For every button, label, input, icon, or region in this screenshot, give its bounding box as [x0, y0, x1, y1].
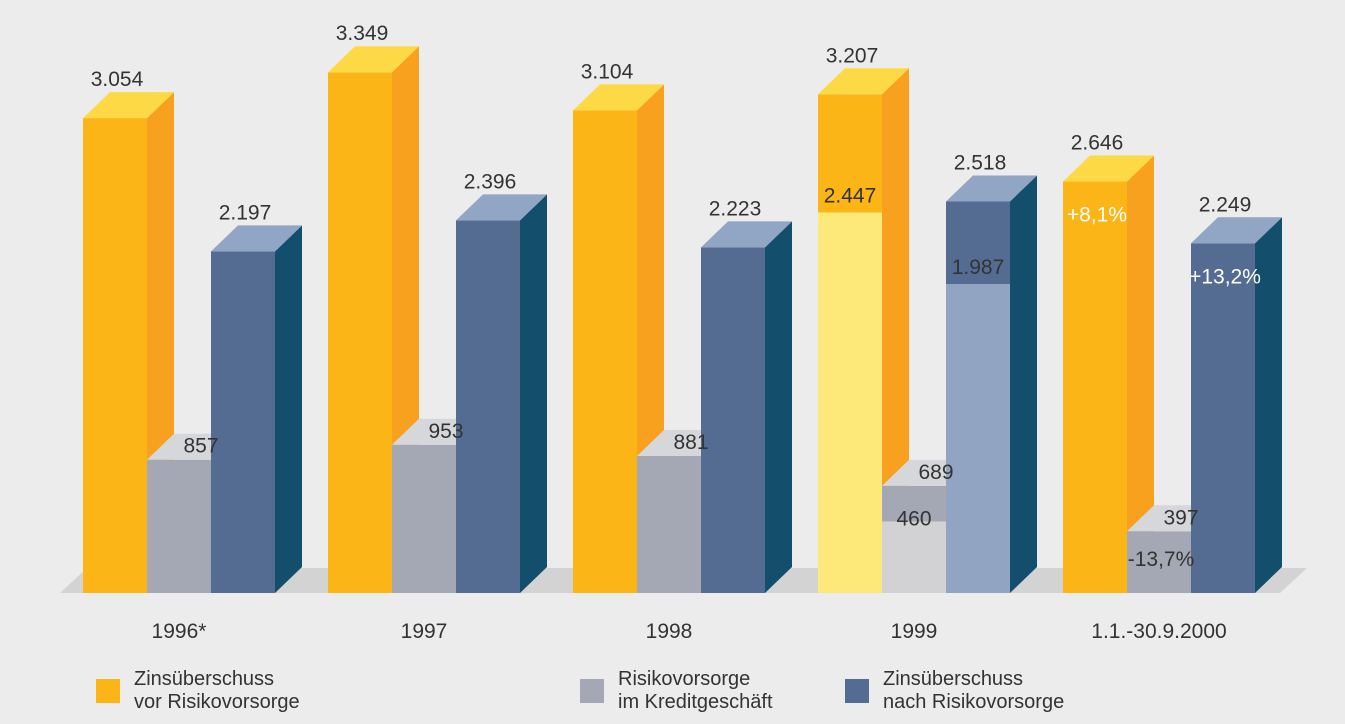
value-label: 2.518	[954, 151, 1007, 174]
bar	[701, 247, 765, 594]
bar-side	[882, 68, 909, 593]
comparison-label: 1.987	[952, 256, 1005, 279]
legend-item: Zinsüberschuss nach Risikovorsorge	[845, 668, 1064, 714]
bar-top	[946, 175, 1037, 202]
value-label: 689	[918, 461, 953, 484]
legend-item: Zinsüberschuss vor Risikovorsorge	[96, 668, 300, 714]
bar-side	[275, 225, 302, 593]
legend-item: Risikovorsorge im Kreditgeschäft	[580, 668, 773, 714]
value-label: 2.646	[1071, 132, 1124, 155]
legend-label: Zinsüberschuss vor Risikovorsorge	[134, 668, 300, 713]
value-label: 881	[673, 431, 708, 454]
bar-side	[1127, 155, 1154, 593]
x-tick-label: 1998	[646, 620, 693, 643]
change-label: -13,7%	[1128, 548, 1195, 571]
comparison-bar	[946, 284, 1010, 593]
legend-label: Risikovorsorge im Kreditgeschäft	[618, 668, 773, 713]
bar	[1191, 243, 1255, 593]
bar-top	[1191, 217, 1282, 244]
x-tick-label: 1996*	[152, 620, 207, 643]
bar	[392, 444, 456, 593]
value-label: 2.249	[1199, 193, 1252, 216]
bar-side	[1010, 175, 1037, 594]
bar	[211, 251, 275, 593]
change-label: +8,1%	[1067, 204, 1127, 227]
bar-top	[83, 92, 174, 119]
value-label: 3.349	[336, 22, 389, 45]
x-tick-label: 1997	[401, 620, 448, 643]
value-label: 2.223	[709, 197, 762, 220]
value-label: 3.054	[91, 68, 144, 91]
value-label: 3.104	[581, 60, 634, 83]
comparison-label: 460	[896, 507, 931, 530]
comparison-bar	[882, 521, 946, 593]
value-label: 857	[183, 435, 218, 458]
bar	[1127, 531, 1191, 593]
bar-top	[818, 68, 909, 95]
value-label: 2.197	[219, 201, 272, 224]
bar-side	[520, 194, 547, 593]
x-tick-label: 1.1.-30.9.2000	[1091, 620, 1226, 643]
value-label: 397	[1163, 506, 1198, 529]
legend-swatch	[845, 679, 869, 703]
comparison-bar	[818, 212, 882, 593]
bar-side	[1255, 217, 1282, 593]
bar-top	[328, 46, 419, 73]
value-label: 953	[428, 420, 463, 443]
bar	[637, 456, 701, 593]
comparison-label: 2.447	[824, 184, 877, 207]
legend-swatch	[96, 679, 120, 703]
bar-top	[211, 225, 302, 252]
bar-top	[1063, 155, 1154, 182]
legend-label: Zinsüberschuss nach Risikovorsorge	[883, 668, 1065, 713]
bar	[1063, 181, 1127, 593]
bar-top	[701, 221, 792, 248]
bar-side	[765, 221, 792, 594]
legend-swatch	[580, 679, 604, 703]
bar	[328, 72, 392, 594]
bar	[83, 118, 147, 593]
bar-top	[456, 194, 547, 221]
bar	[573, 110, 637, 593]
bar	[456, 220, 520, 593]
x-tick-label: 1999	[891, 620, 938, 643]
value-label: 2.396	[464, 170, 517, 193]
bar-top	[573, 84, 664, 111]
change-label: +13,2%	[1189, 265, 1261, 288]
bar	[147, 459, 211, 593]
value-label: 3.207	[826, 44, 879, 67]
